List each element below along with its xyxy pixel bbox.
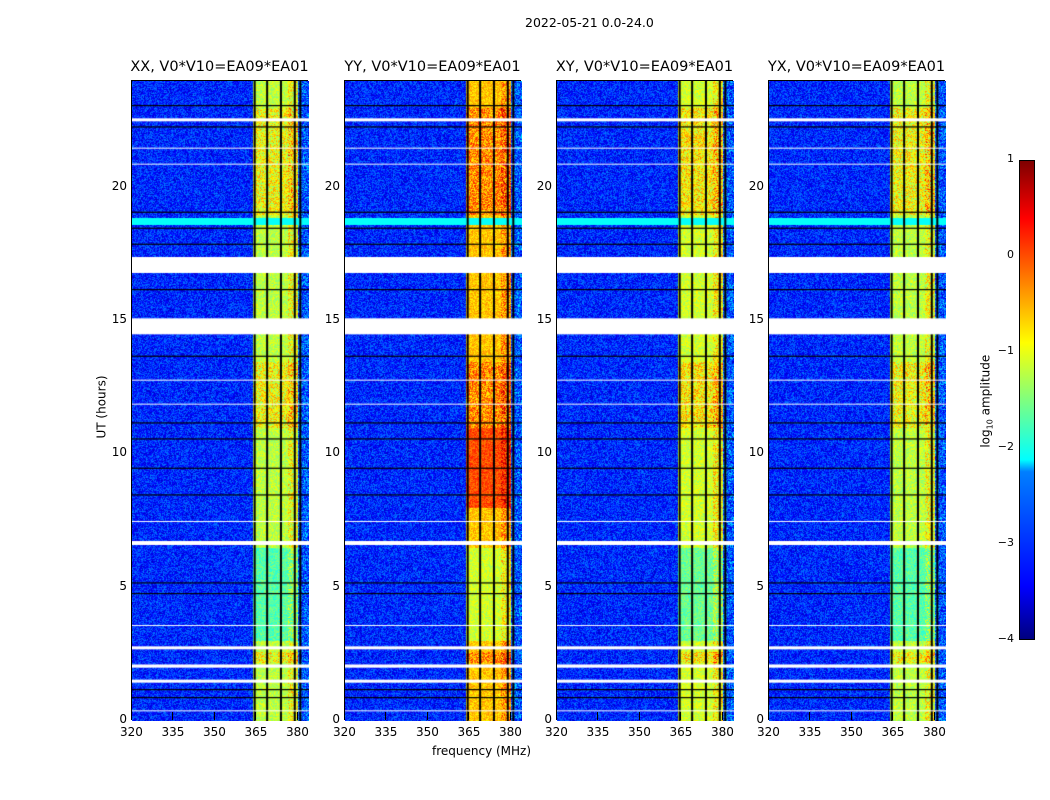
x-tick <box>768 712 769 720</box>
y-tick-label: 5 <box>119 578 127 593</box>
y-tick-label: 15 <box>324 312 340 326</box>
y-tick-label: 5 <box>756 578 764 593</box>
colorbar-tick-label: −1 <box>997 344 1014 357</box>
x-tick <box>426 712 428 720</box>
y-tick-label: 15 <box>748 312 764 326</box>
x-tick <box>213 712 215 720</box>
panel-title: XX, V0*V10=EA09*EA01 <box>130 59 309 75</box>
x-tick <box>556 712 557 720</box>
x-tick <box>597 712 599 720</box>
y-tick-label: 0 <box>544 712 552 726</box>
spectrogram-heatmap <box>345 81 522 721</box>
y-tick-label: 20 <box>324 178 340 193</box>
y-tick-label: 20 <box>536 178 552 193</box>
y-tick-label: 15 <box>111 312 127 326</box>
x-tick-label: 350 <box>627 725 651 739</box>
x-tick-label: 380 <box>285 725 309 739</box>
y-tick-label: 10 <box>324 445 340 460</box>
y-axis-label: UT (hours) <box>94 375 109 439</box>
y-tick-label: 15 <box>536 312 552 326</box>
x-tick <box>809 712 811 720</box>
colorbar-tick-label: 1 <box>1007 152 1014 165</box>
spectrogram-heatmap <box>132 81 309 721</box>
spectrogram-heatmap <box>557 81 734 721</box>
y-tick-label: 10 <box>748 445 764 460</box>
x-tick <box>638 712 640 720</box>
x-tick <box>172 712 174 720</box>
panel-title: XY, V0*V10=EA09*EA01 <box>555 59 734 75</box>
x-tick-label: 350 <box>839 725 863 739</box>
x-tick-label: 320 <box>545 725 568 739</box>
x-tick <box>468 712 470 720</box>
colorbar-tick-label: −2 <box>997 440 1014 453</box>
colorbar-tick-label: −3 <box>997 536 1014 549</box>
colorbar-label: log10 amplitude <box>978 354 995 448</box>
y-tick-label: 5 <box>544 578 552 593</box>
x-tick-label: 365 <box>457 725 481 739</box>
x-tick-label: 380 <box>922 725 946 739</box>
x-tick <box>850 712 852 720</box>
x-tick-label: 365 <box>244 725 268 739</box>
x-tick-label: 350 <box>202 725 226 739</box>
x-tick <box>296 712 298 720</box>
y-tick-label: 20 <box>748 178 764 193</box>
x-tick-label: 380 <box>498 725 522 739</box>
x-tick <box>255 712 257 720</box>
spectrogram-panel <box>768 80 946 721</box>
x-tick-label: 320 <box>120 725 143 739</box>
x-tick-label: 335 <box>374 725 398 739</box>
panel-title: YY, V0*V10=EA09*EA01 <box>344 59 521 75</box>
spectrogram-panel <box>556 80 734 721</box>
colorbar-tick-label: −4 <box>997 632 1014 645</box>
x-tick-label: 320 <box>333 725 356 739</box>
x-tick-label: 335 <box>798 725 822 739</box>
x-tick-label: 320 <box>757 725 780 739</box>
y-tick-label: 10 <box>111 445 127 460</box>
x-tick <box>933 712 935 720</box>
y-tick-label: 20 <box>111 178 127 193</box>
y-tick-label: 10 <box>536 445 552 460</box>
x-tick-label: 365 <box>881 725 905 739</box>
x-tick <box>385 712 387 720</box>
x-tick-label: 350 <box>415 725 439 739</box>
x-tick-label: 380 <box>710 725 734 739</box>
x-tick-label: 335 <box>586 725 610 739</box>
spectrogram-panel <box>131 80 309 721</box>
y-tick-label: 0 <box>119 712 127 726</box>
colorbar-tick-label: 0 <box>1007 248 1014 261</box>
x-tick <box>892 712 894 720</box>
x-axis-label: frequency (MHz) <box>432 744 532 758</box>
panel-title: YX, V0*V10=EA09*EA01 <box>767 59 946 75</box>
y-tick-label: 0 <box>332 712 340 726</box>
figure-title: 2022-05-21 0.0-24.0 <box>525 15 654 30</box>
x-tick <box>721 712 723 720</box>
spectrogram-heatmap <box>769 81 946 721</box>
x-tick <box>509 712 511 720</box>
x-tick <box>680 712 682 720</box>
y-tick-label: 0 <box>756 712 764 726</box>
y-tick-label: 5 <box>332 578 340 593</box>
x-tick <box>344 712 345 720</box>
colorbar <box>1019 160 1035 640</box>
x-tick-label: 335 <box>161 725 185 739</box>
x-tick <box>131 712 132 720</box>
spectrogram-panel <box>344 80 522 721</box>
x-tick-label: 365 <box>669 725 693 739</box>
